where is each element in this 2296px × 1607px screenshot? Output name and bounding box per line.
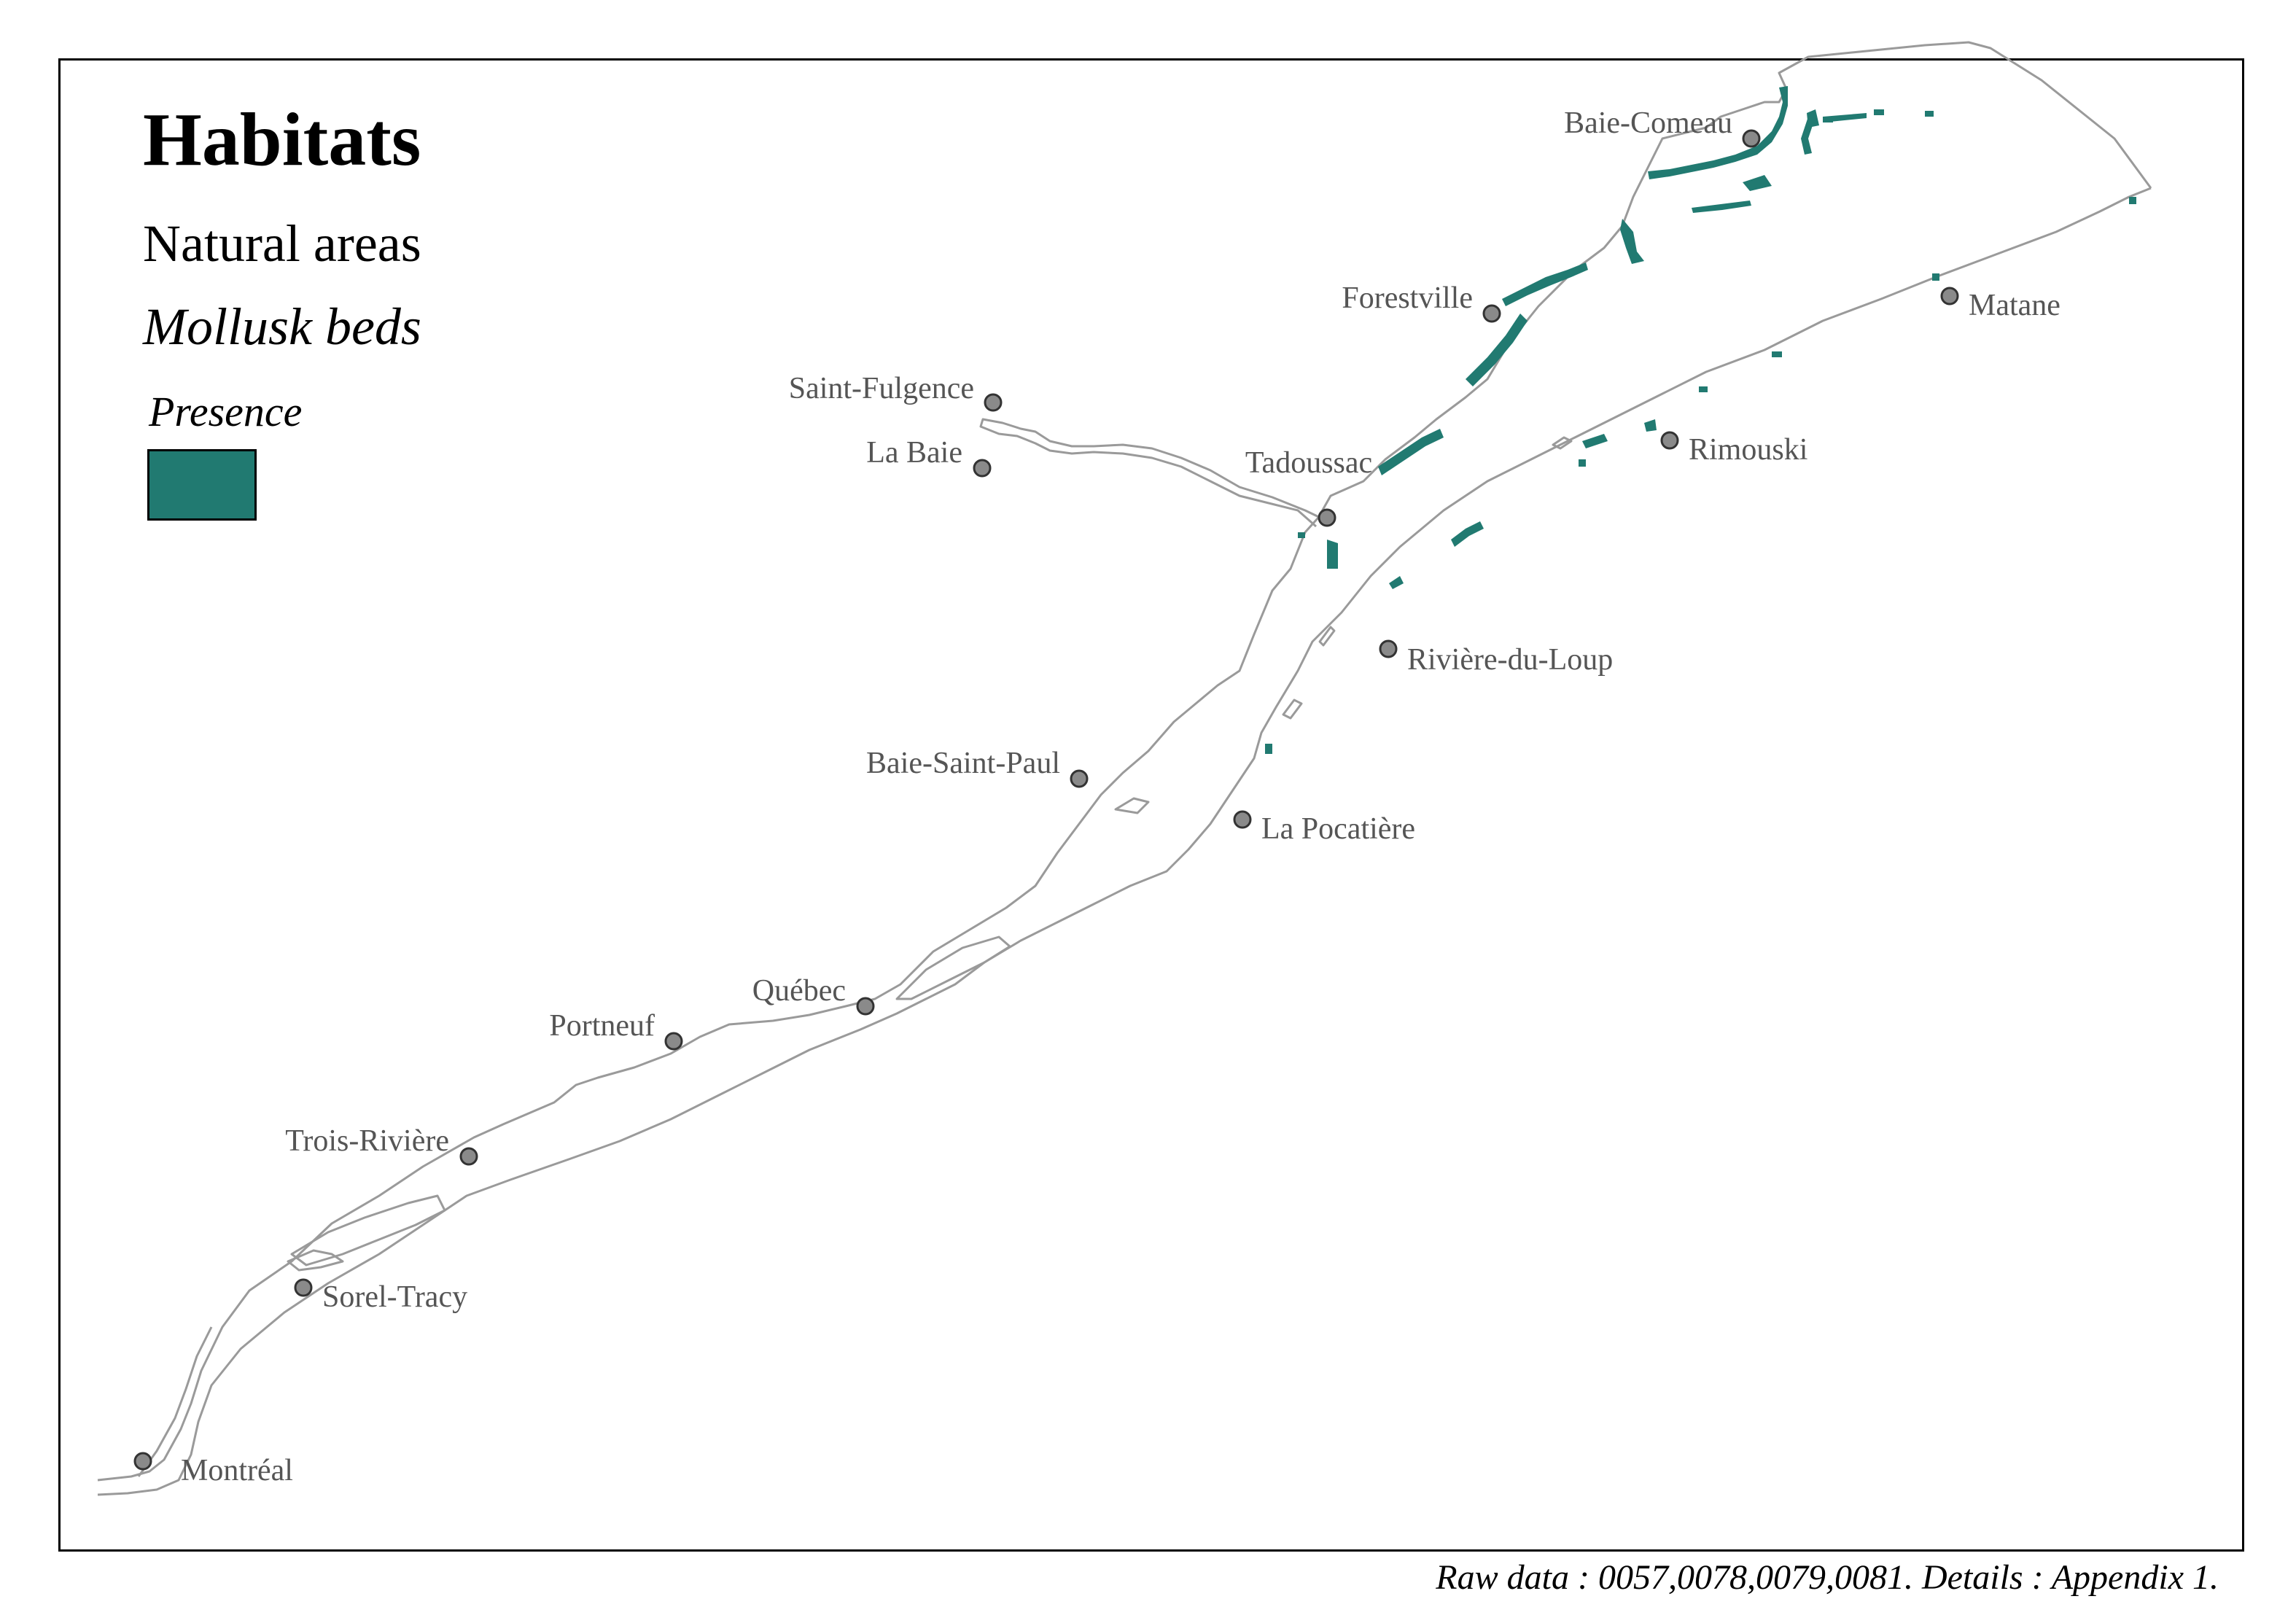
city-quebec[interactable]: Québec [752,974,875,1016]
city-label-la-pocatiere: La Pocatière [1261,812,1415,846]
mollusk-bed-north-12 [1823,117,1833,122]
city-baie-saint-paul[interactable]: Baie-Saint-Paul [866,747,1089,788]
city-label-montreal: Montréal [181,1454,293,1487]
sorel-islands [287,1249,344,1272]
legend-key-title: Presence [149,388,303,435]
mollusk-bed-north-11 [1743,175,1772,191]
island-small-2 [1318,626,1336,647]
city-label-saint-fulgence: Saint-Fulgence [789,372,974,405]
mollusk-bed-south-4 [1389,576,1404,589]
island-small-3 [1552,436,1573,450]
ile-aux-coudres [1114,797,1150,814]
city-label-trois-riviere: Trois-Rivière [285,1124,449,1158]
mollusk-bed-south-8 [1579,459,1586,467]
city-label-riviere-du-loup: Rivière-du-Loup [1407,643,1613,677]
city-label-sorel-tracy: Sorel-Tracy [322,1280,467,1314]
mollusk-bed-south-2 [1582,434,1608,448]
city-label-portneuf: Portneuf [549,1009,655,1043]
mollusk-bed-north-9 [1801,117,1816,155]
city-montreal[interactable]: Montréal [133,1452,293,1487]
city-rimouski[interactable]: Rimouski [1660,431,1807,467]
mollusk-bed-north-13 [1874,109,1884,115]
mollusk-bed-north-15 [2129,197,2136,204]
legend-title: Habitats [143,98,421,182]
north-shore-line [97,41,2152,1482]
city-la-pocatiere[interactable]: La Pocatière [1233,810,1415,846]
city-baie-comeau[interactable]: Baie-Comeau [1564,106,1761,148]
mollusk-bed-north-6 [1327,540,1338,569]
mollusk-bed-north-16 [1298,532,1305,538]
mollusk-beds [1265,86,2136,754]
cities: Baie-Comeau Forestville Matane Saint-Ful… [133,106,2060,1487]
mollusk-bed-south-6 [1772,351,1782,357]
city-sorel-tracy[interactable]: Sorel-Tracy [294,1278,467,1314]
city-tadoussac[interactable]: Tadoussac [1245,446,1372,527]
mollusk-bed-south-9 [1932,273,1939,281]
city-label-la-baie: La Baie [866,436,962,470]
mollusk-bed-north-14 [1925,111,1934,117]
saguenay-fjord [979,418,1324,528]
ile-orleans [895,935,1011,1000]
city-label-matane: Matane [1969,289,2060,322]
city-label-rimouski: Rimouski [1689,433,1807,467]
lake-saint-pierre [290,1194,446,1266]
city-matane[interactable]: Matane [1940,287,2060,322]
map-frame [58,58,2244,1552]
legend-category: Natural areas [143,214,421,273]
city-la-baie[interactable]: La Baie [866,436,992,478]
city-label-tadoussac: Tadoussac [1245,446,1372,480]
south-shore-line [97,187,2152,1496]
island-small-1 [1282,699,1303,720]
city-label-forestville: Forestville [1342,281,1473,315]
mollusk-bed-north-1 [1648,86,1788,179]
mollusk-bed-north-3 [1502,262,1588,306]
city-trois-riviere[interactable]: Trois-Rivière [285,1124,478,1166]
mollusk-bed-north-8 [1823,113,1867,122]
city-riviere-du-loup[interactable]: Rivière-du-Loup [1379,639,1613,677]
mollusk-bed-north-2 [1620,219,1644,264]
city-label-quebec: Québec [752,974,846,1008]
city-label-baie-comeau: Baie-Comeau [1564,106,1732,140]
city-label-baie-saint-paul: Baie-Saint-Paul [866,747,1060,780]
mollusk-bed-south-3 [1451,521,1484,547]
city-portneuf[interactable]: Portneuf [549,1009,683,1051]
city-forestville[interactable]: Forestville [1342,281,1501,323]
legend-layer: Mollusk beds [143,297,421,356]
mollusk-bed-south-7 [1699,386,1708,392]
city-saint-fulgence[interactable]: Saint-Fulgence [789,372,1003,412]
mollusk-bed-north-5 [1378,429,1444,475]
river-shoreline [97,41,2152,1496]
mollusk-bed-south-5 [1265,744,1272,754]
legend-swatch-presence [147,449,257,521]
mollusk-bed-north-10 [1692,201,1751,213]
mollusk-bed-north-4 [1466,314,1528,386]
source-caption: Raw data : 0057,0078,0079,0081. Details … [1436,1558,2219,1597]
montreal-channel [137,1326,213,1477]
mollusk-bed-south-1 [1644,419,1657,432]
